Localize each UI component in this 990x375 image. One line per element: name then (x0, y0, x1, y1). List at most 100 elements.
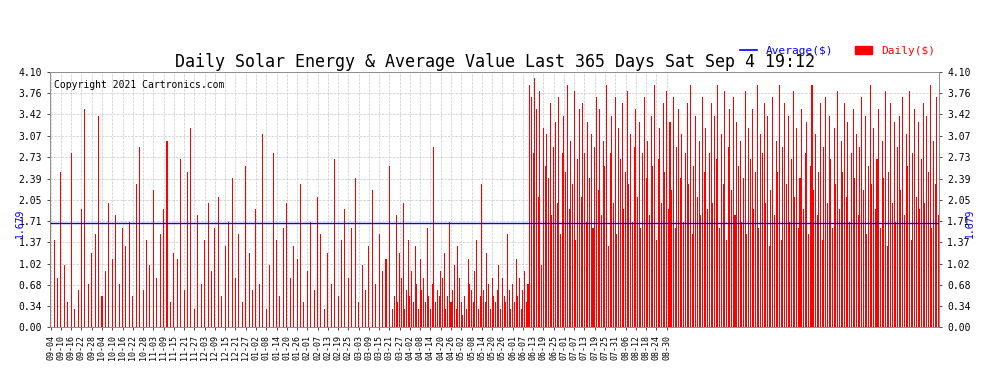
Bar (432, 284, 433, 327)
Bar (108, 203, 109, 327)
Bar (704, 172, 705, 327)
Bar (882, 141, 883, 327)
Bar (394, 296, 395, 327)
Bar (197, 215, 198, 327)
Bar (630, 134, 632, 327)
Bar (789, 222, 790, 327)
Bar (126, 246, 127, 327)
Bar (916, 196, 917, 327)
Bar (725, 91, 726, 327)
Bar (808, 234, 809, 327)
Bar (849, 222, 850, 327)
Bar (317, 196, 318, 327)
Bar (812, 85, 813, 327)
Bar (748, 128, 749, 327)
Bar (57, 278, 58, 327)
Bar (122, 228, 123, 327)
Bar (582, 103, 583, 327)
Bar (753, 209, 754, 327)
Bar (803, 209, 804, 327)
Bar (208, 203, 209, 327)
Bar (538, 196, 539, 327)
Bar (542, 265, 543, 327)
Bar (620, 159, 621, 327)
Bar (914, 110, 915, 327)
Bar (594, 147, 595, 327)
Bar (842, 172, 843, 327)
Bar (622, 103, 623, 327)
Bar (666, 91, 667, 327)
Bar (844, 103, 845, 327)
Bar (459, 278, 460, 327)
Bar (575, 240, 576, 327)
Bar (498, 265, 499, 327)
Bar (399, 253, 400, 327)
Bar (568, 209, 569, 327)
Bar (358, 303, 359, 327)
Bar (521, 309, 522, 327)
Bar (159, 234, 160, 327)
Bar (923, 103, 924, 327)
Bar (67, 303, 68, 327)
Bar (587, 122, 588, 327)
Bar (829, 116, 830, 327)
Bar (471, 290, 472, 327)
Bar (625, 172, 626, 327)
Bar (700, 215, 701, 327)
Bar (668, 209, 669, 327)
Bar (570, 141, 571, 327)
Legend: Average($), Daily($): Average($), Daily($) (736, 42, 940, 60)
Bar (887, 246, 888, 327)
Bar (469, 284, 470, 327)
Bar (504, 296, 505, 327)
Bar (102, 296, 103, 327)
Bar (728, 147, 729, 327)
Bar (918, 122, 919, 327)
Bar (272, 153, 273, 327)
Bar (721, 134, 722, 327)
Bar (467, 259, 468, 327)
Bar (239, 234, 240, 327)
Bar (928, 172, 929, 327)
Bar (50, 196, 51, 327)
Bar (269, 265, 270, 327)
Bar (680, 178, 681, 327)
Bar (770, 190, 771, 327)
Bar (246, 165, 247, 327)
Bar (813, 190, 814, 327)
Bar (895, 222, 896, 327)
Bar (403, 203, 404, 327)
Bar (490, 309, 491, 327)
Bar (502, 278, 503, 327)
Bar (444, 253, 445, 327)
Bar (824, 147, 825, 327)
Bar (535, 78, 536, 327)
Bar (194, 309, 195, 327)
Bar (533, 153, 534, 327)
Bar (563, 116, 564, 327)
Bar (678, 110, 679, 327)
Bar (321, 234, 322, 327)
Bar (466, 309, 467, 327)
Bar (935, 184, 936, 327)
Bar (416, 284, 418, 327)
Bar (613, 203, 614, 327)
Bar (310, 222, 311, 327)
Bar (904, 215, 905, 327)
Bar (228, 222, 229, 327)
Bar (645, 178, 646, 327)
Bar (434, 147, 435, 327)
Bar (652, 165, 653, 327)
Bar (556, 203, 557, 327)
Bar (819, 172, 820, 327)
Bar (692, 234, 693, 327)
Bar (925, 203, 926, 327)
Bar (418, 309, 419, 327)
Bar (464, 296, 465, 327)
Bar (452, 290, 453, 327)
Bar (712, 203, 713, 327)
Bar (460, 303, 461, 327)
Bar (806, 122, 808, 327)
Bar (488, 284, 489, 327)
Bar (351, 228, 352, 327)
